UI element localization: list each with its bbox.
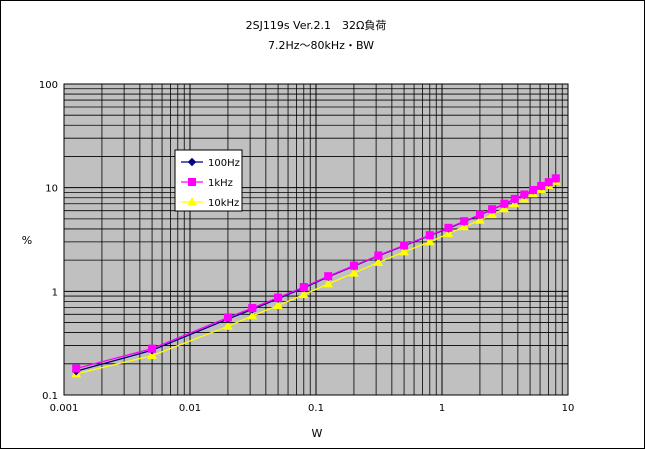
y-tick-label: 10 bbox=[45, 184, 58, 195]
data-point bbox=[537, 181, 546, 190]
data-point bbox=[529, 185, 538, 194]
data-point bbox=[400, 241, 409, 250]
y-axis-label: % bbox=[22, 234, 32, 247]
legend-label: 1kHz bbox=[208, 178, 233, 189]
data-point bbox=[399, 246, 409, 256]
data-point bbox=[323, 278, 334, 288]
data-point bbox=[349, 261, 358, 270]
y-tick-label: 100 bbox=[39, 80, 58, 91]
x-tick-label: 0.01 bbox=[179, 403, 201, 414]
plot-area: 0.001 0.01 0.1 1 10 0.1 1 10 100 bbox=[39, 80, 574, 414]
data-point bbox=[544, 178, 553, 187]
series-2 bbox=[71, 176, 561, 378]
series-line bbox=[76, 177, 557, 370]
legend-box bbox=[174, 149, 243, 212]
data-point bbox=[374, 251, 383, 260]
y-tick-label: 0.1 bbox=[42, 391, 58, 402]
y-tick-label: 1 bbox=[52, 287, 58, 298]
grid-lines bbox=[63, 84, 568, 396]
chart-title: 2SJ119s Ver.2.1 32Ω負荷 bbox=[246, 19, 387, 32]
data-point bbox=[425, 231, 434, 240]
x-axis-label: W bbox=[312, 427, 323, 440]
data-point bbox=[487, 209, 498, 219]
data-point bbox=[551, 174, 560, 183]
legend: 100Hz 1kHz 10kHz bbox=[174, 149, 243, 212]
data-point bbox=[148, 344, 157, 353]
x-tick-label: 10 bbox=[562, 403, 575, 414]
data-point bbox=[500, 199, 509, 208]
x-tick-label: 0.1 bbox=[308, 403, 324, 414]
series-line bbox=[76, 180, 557, 375]
data-point bbox=[459, 221, 470, 231]
data-point bbox=[443, 228, 454, 238]
data-point bbox=[475, 210, 484, 219]
legend-marker bbox=[187, 157, 197, 167]
data-point bbox=[460, 217, 469, 226]
x-tick-label: 1 bbox=[439, 403, 445, 414]
data-point bbox=[147, 350, 157, 360]
data-point bbox=[444, 223, 453, 232]
data-point bbox=[72, 364, 81, 373]
data-point bbox=[510, 194, 519, 203]
data-point bbox=[298, 289, 309, 299]
data-point bbox=[424, 236, 435, 246]
data-point bbox=[223, 321, 233, 330]
legend-marker bbox=[187, 196, 197, 206]
data-point bbox=[373, 257, 384, 266]
data-point bbox=[299, 283, 308, 292]
x-tick-label: 0.001 bbox=[50, 403, 79, 414]
legend-marker bbox=[188, 178, 196, 186]
data-point bbox=[248, 304, 257, 313]
data-point bbox=[499, 203, 510, 213]
chart-subtitle: 7.2Hz〜80kHz・BW bbox=[268, 39, 374, 52]
legend-label: 100Hz bbox=[208, 158, 240, 169]
legend-label: 10kHz bbox=[208, 198, 239, 209]
data-point bbox=[520, 190, 529, 199]
data-point bbox=[273, 300, 283, 310]
data-point bbox=[475, 215, 485, 224]
data-point bbox=[274, 293, 283, 302]
data-point bbox=[349, 268, 359, 277]
plot-border bbox=[63, 83, 569, 396]
series-1 bbox=[72, 174, 560, 373]
data-point bbox=[247, 310, 258, 320]
data-point bbox=[324, 272, 333, 281]
data-point bbox=[488, 205, 497, 214]
data-point bbox=[223, 313, 232, 322]
